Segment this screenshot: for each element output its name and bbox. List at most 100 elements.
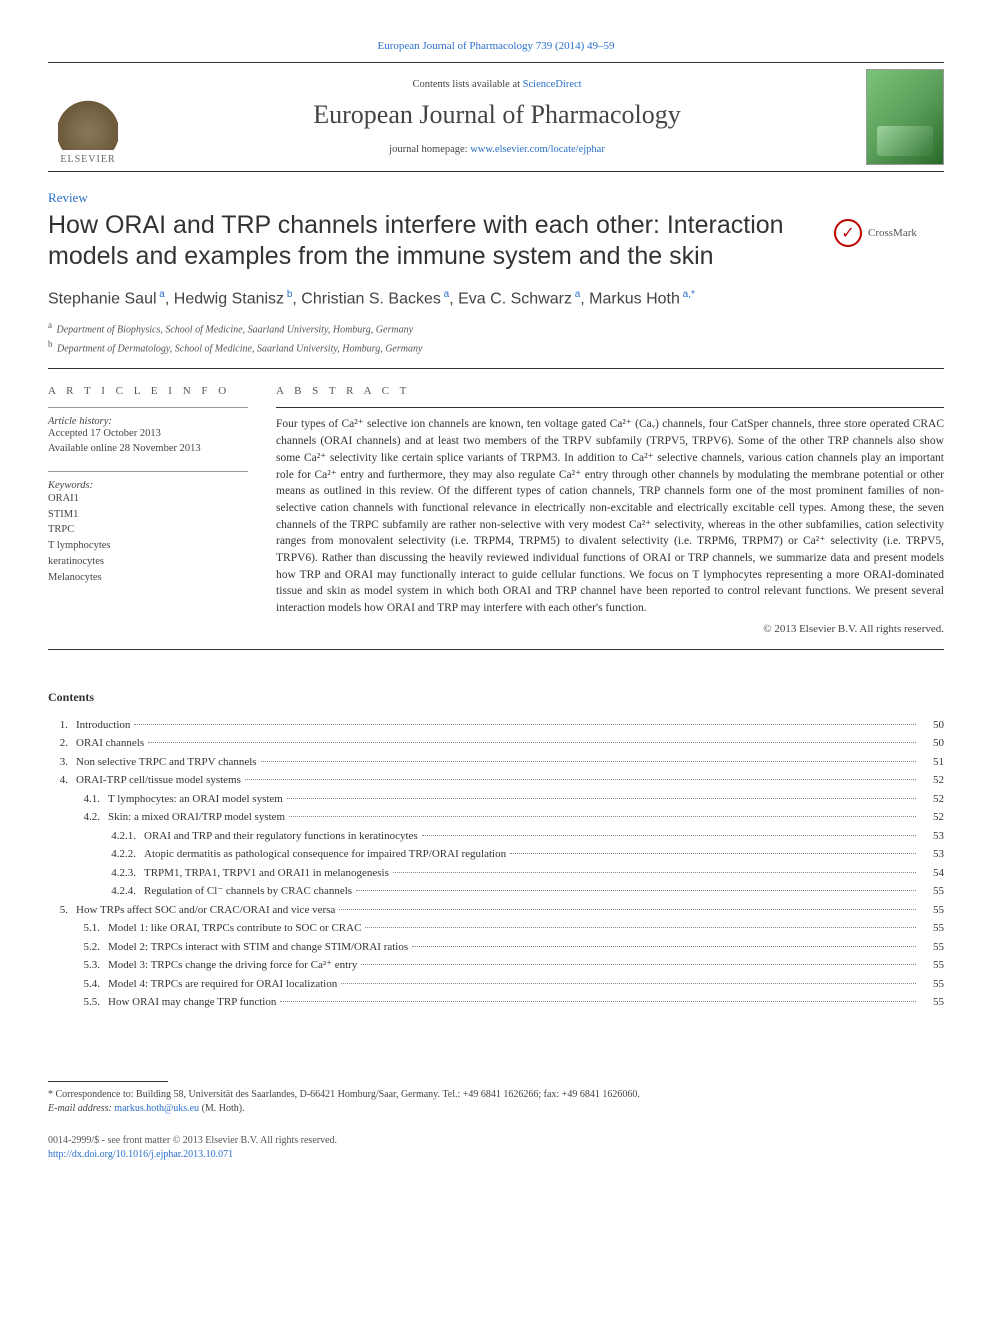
toc-dots <box>510 853 916 854</box>
crossmark-text: CrossMark <box>868 227 917 239</box>
toc-number: 5.1. <box>48 920 108 937</box>
homepage-prefix: journal homepage: <box>389 144 470 155</box>
abstract-text: Four types of Ca²⁺ selective ion channel… <box>276 416 944 616</box>
crossmark-badge[interactable]: ✓ CrossMark <box>834 216 944 250</box>
toc-dots <box>356 890 916 891</box>
toc-dots <box>134 724 916 725</box>
toc-title: Model 3: TRPCs change the driving force … <box>108 957 357 974</box>
toc-title: Model 2: TRPCs interact with STIM and ch… <box>108 939 408 956</box>
toc-number: 4.2.4. <box>48 883 144 900</box>
toc-row[interactable]: 4.2.4.Regulation of Cl⁻ channels by CRAC… <box>48 883 944 900</box>
toc-dots <box>341 983 916 984</box>
article-info-label: A R T I C L E I N F O <box>48 385 248 397</box>
sciencedirect-link[interactable]: ScienceDirect <box>523 79 582 90</box>
toc-number: 4.1. <box>48 791 108 808</box>
toc-title: Non selective TRPC and TRPV channels <box>76 754 257 771</box>
toc-row[interactable]: 4.2.3.TRPM1, TRPA1, TRPV1 and ORAI1 in m… <box>48 865 944 882</box>
elsevier-text: ELSEVIER <box>60 154 115 165</box>
elsevier-logo: ELSEVIER <box>48 69 128 165</box>
toc-row[interactable]: 5.How TRPs affect SOC and/or CRAC/ORAI a… <box>48 902 944 919</box>
abstract-copyright: © 2013 Elsevier B.V. All rights reserved… <box>276 623 944 635</box>
toc-row[interactable]: 5.5.How ORAI may change TRP function 55 <box>48 994 944 1011</box>
journal-name: European Journal of Pharmacology <box>140 100 854 130</box>
divider <box>48 368 944 369</box>
toc-page: 55 <box>920 920 944 937</box>
toc-number: 4. <box>48 772 76 789</box>
journal-issue-link[interactable]: European Journal of Pharmacology 739 (20… <box>48 40 944 52</box>
toc-page: 52 <box>920 772 944 789</box>
toc-number: 5.4. <box>48 976 108 993</box>
toc-row[interactable]: 5.3.Model 3: TRPCs change the driving fo… <box>48 957 944 974</box>
keywords-block: Keywords: ORAI1STIM1TRPCT lymphocytesker… <box>48 471 248 586</box>
abstract-column: A B S T R A C T Four types of Ca²⁺ selec… <box>276 385 944 634</box>
toc-title: ORAI channels <box>76 735 144 752</box>
toc-dots <box>339 909 916 910</box>
toc-title: T lymphocytes: an ORAI model system <box>108 791 283 808</box>
toc-dots <box>261 761 916 762</box>
toc-page: 55 <box>920 939 944 956</box>
toc-row[interactable]: 5.4.Model 4: TRPCs are required for ORAI… <box>48 976 944 993</box>
crossmark-circle-icon: ✓ <box>834 219 862 247</box>
toc-title: How ORAI may change TRP function <box>108 994 276 1011</box>
toc-number: 5.2. <box>48 939 108 956</box>
toc-dots <box>245 779 916 780</box>
contents-prefix: Contents lists available at <box>412 79 522 90</box>
email-suffix: (M. Hoth). <box>199 1103 245 1114</box>
toc-row[interactable]: 1.Introduction50 <box>48 717 944 734</box>
toc-page: 52 <box>920 809 944 826</box>
footnote-divider <box>48 1081 168 1082</box>
page-root: European Journal of Pharmacology 739 (20… <box>0 0 992 1192</box>
toc-title: How TRPs affect SOC and/or CRAC/ORAI and… <box>76 902 335 919</box>
toc-number: 4.2.3. <box>48 865 144 882</box>
email-label: E-mail address: <box>48 1103 114 1114</box>
article-info-column: A R T I C L E I N F O Article history: A… <box>48 385 248 634</box>
email-link[interactable]: markus.hoth@uks.eu <box>114 1103 199 1114</box>
toc-row[interactable]: 3.Non selective TRPC and TRPV channels51 <box>48 754 944 771</box>
toc-number: 5. <box>48 902 76 919</box>
toc-row[interactable]: 4.2.1.ORAI and TRP and their regulatory … <box>48 828 944 845</box>
toc-row[interactable]: 4.2.Skin: a mixed ORAI/TRP model system5… <box>48 809 944 826</box>
toc-dots <box>422 835 916 836</box>
toc-title: ORAI-TRP cell/tissue model systems <box>76 772 241 789</box>
contents-heading: Contents <box>48 690 944 705</box>
issn-line: 0014-2999/$ - see front matter © 2013 El… <box>48 1134 944 1148</box>
article-history-block: Article history: Accepted 17 October 201… <box>48 407 248 456</box>
toc-dots <box>393 872 916 873</box>
contents-available-line: Contents lists available at ScienceDirec… <box>140 79 854 90</box>
toc-row[interactable]: 4.1.T lymphocytes: an ORAI model system 5… <box>48 791 944 808</box>
journal-header: ELSEVIER Contents lists available at Sci… <box>48 62 944 172</box>
article-title: How ORAI and TRP channels interfere with… <box>48 210 814 273</box>
toc-number: 1. <box>48 717 76 734</box>
email-line: E-mail address: markus.hoth@uks.eu (M. H… <box>48 1102 944 1116</box>
keywords-label: Keywords: <box>48 480 248 491</box>
toc-number: 4.2.1. <box>48 828 144 845</box>
toc-number: 2. <box>48 735 76 752</box>
article-type: Review <box>48 190 944 206</box>
journal-homepage-line: journal homepage: www.elsevier.com/locat… <box>140 144 854 155</box>
toc-row[interactable]: 4.2.2.Atopic dermatitis as pathological … <box>48 846 944 863</box>
abstract-rule <box>276 407 944 408</box>
history-text: Accepted 17 October 2013Available online… <box>48 427 248 456</box>
journal-homepage-link[interactable]: www.elsevier.com/locate/ejphar <box>470 144 605 155</box>
toc-page: 55 <box>920 883 944 900</box>
toc-page: 55 <box>920 994 944 1011</box>
header-center: Contents lists available at ScienceDirec… <box>140 79 854 155</box>
toc-page: 52 <box>920 791 944 808</box>
toc-page: 55 <box>920 902 944 919</box>
toc-dots <box>361 964 916 965</box>
divider-2 <box>48 649 944 650</box>
toc-title: Regulation of Cl⁻ channels by CRAC chann… <box>144 883 352 900</box>
affiliation-line: b Department of Dermatology, School of M… <box>48 339 944 354</box>
toc-dots <box>365 927 916 928</box>
toc-row[interactable]: 4.ORAI-TRP cell/tissue model systems 52 <box>48 772 944 789</box>
toc-dots <box>289 816 916 817</box>
toc-number: 5.3. <box>48 957 108 974</box>
authors-line: Stephanie Saul a, Hedwig Stanisz b, Chri… <box>48 289 944 308</box>
toc-row[interactable]: 5.1.Model 1: like ORAI, TRPCs contribute… <box>48 920 944 937</box>
doi-link[interactable]: http://dx.doi.org/10.1016/j.ejphar.2013.… <box>48 1149 233 1160</box>
toc-row[interactable]: 5.2.Model 2: TRPCs interact with STIM an… <box>48 939 944 956</box>
toc-row[interactable]: 2.ORAI channels50 <box>48 735 944 752</box>
toc-number: 4.2. <box>48 809 108 826</box>
abstract-label: A B S T R A C T <box>276 385 944 397</box>
toc-number: 5.5. <box>48 994 108 1011</box>
